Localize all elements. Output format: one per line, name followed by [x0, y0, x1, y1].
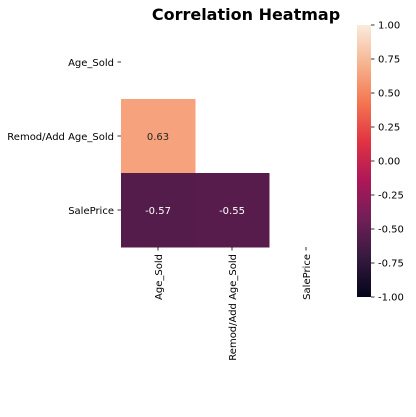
colorbar-tick-label: 0.50: [378, 89, 400, 100]
colorbar-tick-label: 0.00: [378, 157, 400, 168]
heatmap-cell-label-1-0: 0.63: [147, 132, 169, 143]
heatmap-cell-2-0: [121, 173, 196, 248]
row-tick-label: Remod/Add Age_Sold: [7, 132, 114, 143]
colorbar-tick-label: 0.75: [378, 55, 400, 66]
row-tick-label: Age_Sold: [68, 58, 114, 69]
heatmap-cells: [121, 99, 270, 248]
colorbar-tick-label: -0.50: [378, 225, 404, 236]
column-tick-label: Remod/Add Age_Sold: [228, 254, 239, 361]
colorbar-tick-label: -0.75: [378, 259, 404, 270]
colorbar-tick-label: -0.25: [378, 191, 404, 202]
heatmap-cell-2-1: [195, 173, 270, 248]
colorbar-tick-label: 0.25: [378, 123, 400, 134]
colorbar-gradient: [357, 25, 371, 297]
chart-title: Correlation Heatmap: [152, 5, 340, 24]
heatmap-cell-labels: 0.63 -0.57 -0.55: [145, 132, 245, 217]
column-tick-label: Age_Sold: [154, 254, 165, 300]
heatmap-cell-label-2-1: -0.55: [219, 206, 245, 217]
heatmap-cell-label-2-0: -0.57: [145, 206, 171, 217]
column-tick-labels: Age_Sold Remod/Add Age_Sold SalePrice: [154, 247, 313, 361]
colorbar-tick-label: -1.00: [378, 293, 404, 304]
colorbar: 1.00 0.75 0.50 0.25 0.00 -0.25 -0.50 -0.75 -1.00: [357, 21, 404, 304]
row-tick-labels: Age_Sold Remod/Add Age_Sold SalePrice: [7, 58, 121, 217]
column-tick-label: SalePrice: [302, 254, 313, 300]
heatmap-cell-1-0: [121, 99, 196, 174]
colorbar-tick-label: 1.00: [378, 21, 400, 32]
row-tick-label: SalePrice: [68, 206, 114, 217]
